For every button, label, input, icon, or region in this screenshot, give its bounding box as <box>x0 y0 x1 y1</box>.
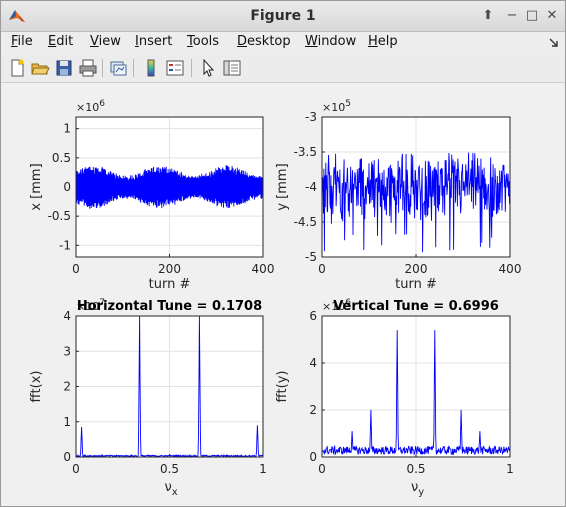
y-tick-label: 0 <box>309 450 317 464</box>
x-tick-label: 0.5 <box>160 462 179 476</box>
toolbar-separator <box>191 59 192 77</box>
x-axis-label: turn # <box>149 277 191 292</box>
axes-1: 0 200 400 -1 -0.5 0 0.5 1 ×106 turn # x [mm] <box>29 99 274 292</box>
x-tick-label: 0 <box>72 462 80 476</box>
axes-box <box>321 116 511 258</box>
minimize-icon[interactable]: − <box>506 8 518 23</box>
x-tick-label: 0 <box>72 262 80 276</box>
save-icon[interactable] <box>54 58 74 78</box>
y-tick-label: -3 <box>305 110 317 124</box>
axis-exponent: ×107 <box>76 298 105 313</box>
series-line <box>321 330 511 456</box>
menu-desktop[interactable]: Desktop <box>237 34 291 49</box>
axes-box <box>75 315 264 458</box>
window-title: Figure 1 <box>250 8 316 24</box>
y-tick-label: 0 <box>63 450 71 464</box>
y-tick-label: -4 <box>305 180 317 194</box>
close-icon[interactable]: ✕ <box>546 8 558 23</box>
matlab-logo-icon <box>9 10 25 22</box>
axes-title: Horizontal Tune = 0.1708 <box>77 299 262 314</box>
y-tick-label: 4 <box>63 309 71 323</box>
axes-title: Vertical Tune = 0.6996 <box>333 299 499 314</box>
series-line <box>75 165 264 209</box>
property-editor-icon[interactable] <box>222 58 242 78</box>
y-tick-label: 1 <box>63 415 71 429</box>
colorbar-icon[interactable] <box>141 58 161 78</box>
y-axis-label: fft(x) <box>29 371 44 403</box>
x-tick-label: 400 <box>499 262 522 276</box>
title-bar[interactable]: Figure 1 ⬆ − □ ✕ <box>1 1 565 32</box>
y-tick-label: -0.5 <box>48 209 71 223</box>
print-icon[interactable] <box>78 58 98 78</box>
y-tick-label: 6 <box>309 309 317 323</box>
dock-arrow-icon[interactable] <box>548 37 560 49</box>
menu-bar: File Edit View Insert Tools Desktop Wind… <box>1 32 565 53</box>
y-axis-label: y [mm] <box>275 163 290 210</box>
maximize-icon[interactable]: □ <box>525 8 539 23</box>
x-tick-label: 200 <box>158 262 181 276</box>
toolbar <box>1 54 565 83</box>
y-axis-label: x [mm] <box>29 163 44 210</box>
y-tick-label: -1 <box>59 238 71 252</box>
menu-edit[interactable]: Edit <box>48 34 74 49</box>
x-tick-label: 1 <box>259 462 267 476</box>
x-tick-label: 200 <box>405 262 428 276</box>
menu-window[interactable]: Window <box>305 34 357 49</box>
y-tick-label: -3.5 <box>294 145 317 159</box>
y-tick-label: 0.5 <box>52 151 71 165</box>
axis-exponent: ×106 <box>76 99 105 114</box>
new-figure-icon[interactable] <box>7 58 27 78</box>
up-arrow-icon[interactable]: ⬆ <box>482 8 494 23</box>
toolbar-separator <box>133 59 134 77</box>
y-tick-label: 0 <box>63 180 71 194</box>
menu-file[interactable]: File <box>11 34 33 49</box>
menu-help[interactable]: Help <box>368 34 398 49</box>
series-line <box>321 152 511 253</box>
series-line <box>76 315 264 458</box>
x-tick-label: 0 <box>318 462 326 476</box>
axes-2: 0 200 400 -5 -4.5 -4 -3.5 -3 ×105 turn # y [mm] <box>275 99 521 292</box>
y-tick-label: -4.5 <box>294 215 317 229</box>
menu-view[interactable]: View <box>90 34 121 49</box>
y-tick-label: 2 <box>309 403 317 417</box>
select-arrow-icon[interactable] <box>198 58 218 78</box>
x-axis-label: νy <box>411 480 424 498</box>
y-tick-label: 3 <box>63 344 71 358</box>
open-file-icon[interactable] <box>30 58 50 78</box>
x-tick-label: 0.5 <box>406 462 425 476</box>
axes-4: 0 0.5 1 0 2 4 6 ×106 νy fft(y) Vertical Tune = 0.6… <box>275 298 514 498</box>
y-tick-label: 2 <box>63 380 71 394</box>
y-tick-label: 4 <box>309 356 317 370</box>
axis-exponent: ×106 <box>322 298 351 313</box>
y-tick-label: 1 <box>63 122 71 136</box>
axes-box <box>75 116 264 258</box>
x-axis-label: turn # <box>395 277 437 292</box>
link-plot-icon[interactable] <box>108 58 128 78</box>
toolbar-separator <box>102 59 103 77</box>
x-axis-label: νx <box>165 480 178 498</box>
x-tick-label: 0 <box>318 262 326 276</box>
x-tick-label: 400 <box>252 262 275 276</box>
menu-insert[interactable]: Insert <box>135 34 173 49</box>
y-tick-label: -5 <box>305 250 317 264</box>
y-axis-label: fft(y) <box>275 371 290 403</box>
menu-tools[interactable]: Tools <box>187 34 220 49</box>
axes-box <box>321 315 511 458</box>
legend-icon[interactable] <box>165 58 185 78</box>
axis-exponent: ×105 <box>322 99 351 114</box>
x-tick-label: 1 <box>506 462 514 476</box>
axes-3: 0 0.5 1 0 1 2 3 4 ×107 νx fft(x) Horizontal Tune = … <box>29 298 267 498</box>
